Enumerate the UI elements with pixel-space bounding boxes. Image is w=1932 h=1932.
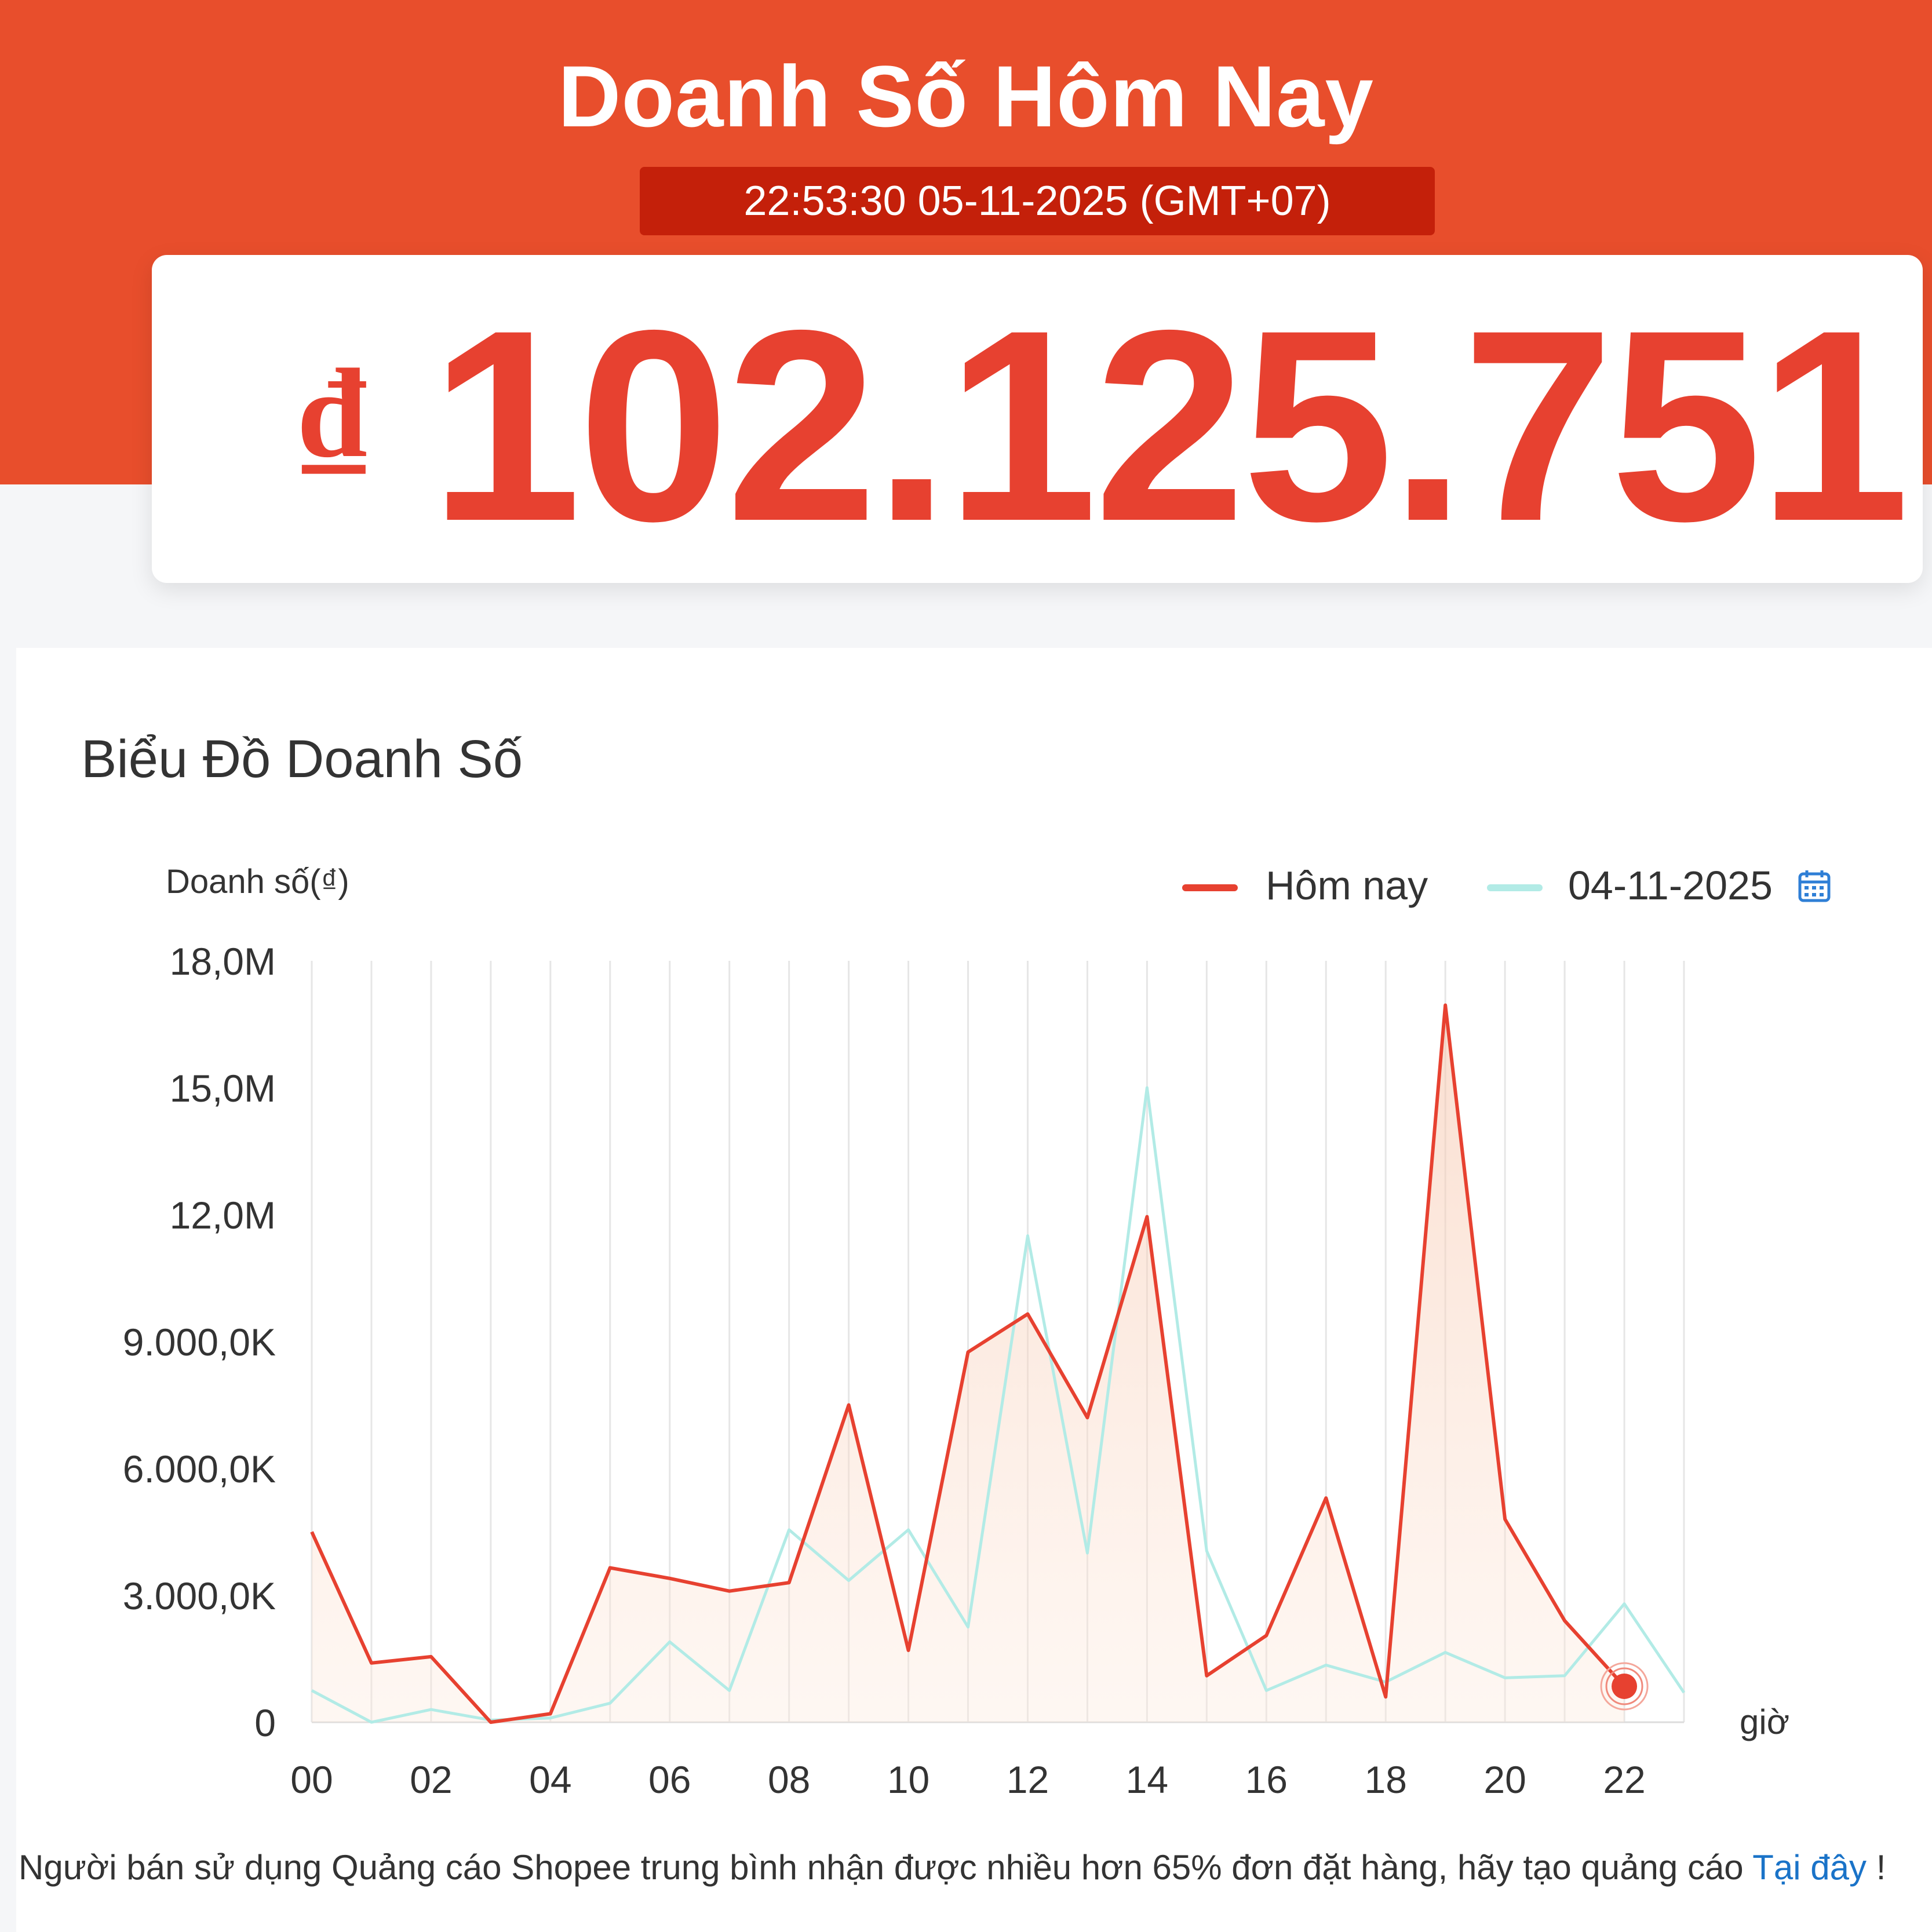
ads-promo-suffix: ! (1867, 1848, 1886, 1887)
x-axis-unit-label: giờ (1740, 1703, 1789, 1741)
current-point-marker (1612, 1673, 1638, 1699)
sales-line-chart: 0 3.000,0K 6.000,0K 9.000,0K 12,0M 15,0M 18,0M… (123, 940, 1789, 1801)
x-tick-label: 14 (1126, 1758, 1168, 1801)
x-tick-label: 00 (290, 1758, 333, 1801)
current-point-ring-outer (1600, 1662, 1649, 1711)
ads-create-link[interactable]: Tại đây (1752, 1848, 1867, 1887)
y-tick-label: 18,0M (170, 940, 276, 983)
x-tick-label: 06 (648, 1758, 691, 1801)
calendar-icon[interactable] (1796, 868, 1832, 904)
x-tick-label: 22 (1603, 1758, 1645, 1801)
current-point-ring-inner (1605, 1667, 1643, 1705)
legend-swatch-compare (1487, 884, 1543, 891)
y-tick-label: 3.000,0K (123, 1574, 276, 1617)
chart-title: Biểu Đồ Doanh Số (81, 730, 523, 789)
y-tick-label: 15,0M (170, 1067, 276, 1110)
y-tick-label: 12,0M (170, 1194, 276, 1237)
x-tick-label: 08 (768, 1758, 810, 1801)
x-tick-label: 16 (1245, 1758, 1288, 1801)
currency-symbol: ₫ (301, 336, 367, 486)
x-tick-label: 04 (529, 1758, 571, 1801)
legend-swatch-today (1182, 884, 1238, 891)
legend-label-today[interactable]: Hôm nay (1266, 863, 1428, 908)
total-sales-amount: 102.125.751 (430, 274, 1910, 578)
y-tick-label: 0 (254, 1701, 276, 1744)
y-tick-label: 6.000,0K (123, 1448, 276, 1490)
x-tick-label: 10 (887, 1758, 929, 1801)
x-tick-label: 20 (1483, 1758, 1526, 1801)
total-sales-card: ₫ 102.125.751 (152, 255, 1923, 583)
y-tick-label: 9.000,0K (123, 1321, 276, 1364)
x-tick-label: 12 (1007, 1758, 1049, 1801)
page-title: Doanh Số Hôm Nay (558, 48, 1374, 145)
x-tick-label: 18 (1365, 1758, 1407, 1801)
timestamp-badge: 22:53:30 05-11-2025 (GMT+07) (640, 167, 1435, 235)
ads-promo-note: Người bán sử dụng Quảng cáo Shopee trung… (0, 1847, 1932, 1887)
series-area-today (312, 1005, 1625, 1722)
legend-label-compare-date[interactable]: 04-11-2025 (1568, 863, 1773, 908)
x-tick-label: 02 (410, 1758, 452, 1801)
y-axis-label: Doanh số(₫) (166, 863, 349, 901)
sales-chart-card: Biểu Đồ Doanh Số Doanh số(₫) Hôm nay 04-… (16, 648, 1932, 1932)
ads-promo-text: Người bán sử dụng Quảng cáo Shopee trung… (19, 1848, 1753, 1887)
series-line-compare (311, 1086, 1686, 1724)
